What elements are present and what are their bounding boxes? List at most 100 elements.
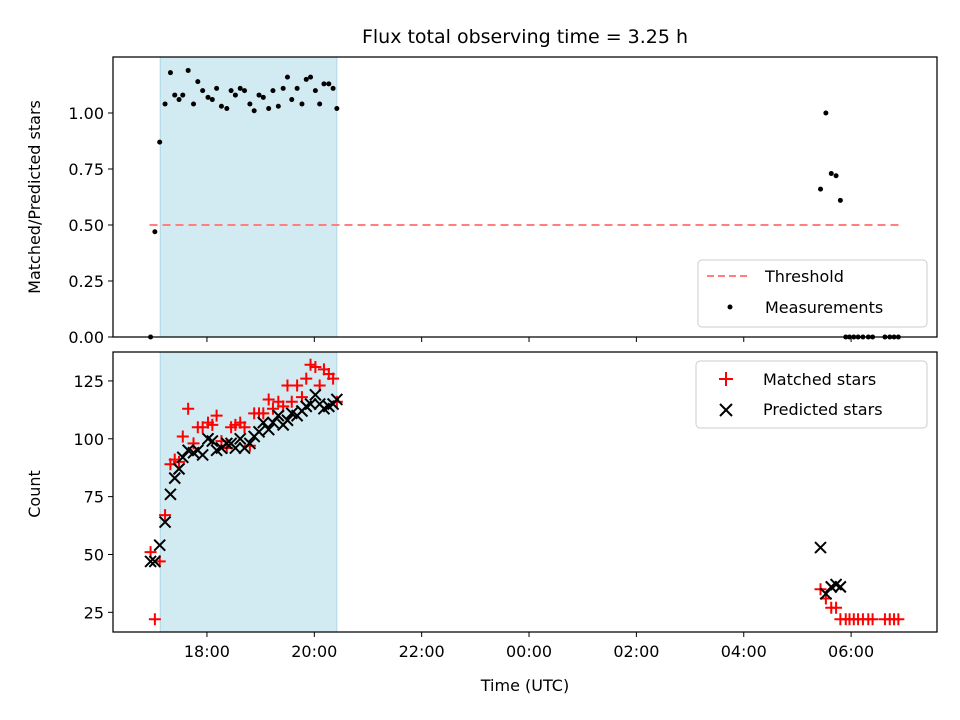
count-legend-box xyxy=(695,360,928,429)
count-y-tick-label: 25 xyxy=(84,603,104,622)
predicted-legend-swatch xyxy=(719,403,733,417)
measurement-point xyxy=(330,85,336,91)
measurement-point xyxy=(176,97,182,103)
x-tick-label: 20:00 xyxy=(291,642,337,661)
matched-star-point xyxy=(892,613,905,626)
predicted-star-point xyxy=(266,416,280,429)
matched-star-point xyxy=(327,372,340,385)
predicted-star-point xyxy=(206,434,219,448)
matched-star-point xyxy=(300,372,313,385)
measurement-point xyxy=(303,76,309,82)
measurements-legend-swatch xyxy=(727,304,733,310)
predicted-star-point xyxy=(819,587,833,601)
ratio-y-tick-label: 0.25 xyxy=(68,272,104,291)
measurement-point xyxy=(299,101,305,107)
measurement-point xyxy=(266,106,272,112)
measurement-point xyxy=(260,94,266,100)
measurement-point xyxy=(167,70,173,76)
predicted-star-point xyxy=(834,580,847,594)
measurements-legend-label: Measurements xyxy=(765,298,883,317)
matched-star-point xyxy=(159,509,172,522)
x-tick-label: 06:00 xyxy=(828,642,874,661)
predicted-star-point xyxy=(168,471,181,485)
measurement-point xyxy=(162,101,168,107)
measurement-point xyxy=(837,197,843,203)
measurement-point xyxy=(284,74,290,80)
x-tick-label: 00:00 xyxy=(506,642,552,661)
measurement-point xyxy=(289,97,295,103)
ratio-panel-frame xyxy=(112,56,938,338)
measurement-point xyxy=(270,88,276,94)
x-tick-label: 18:00 xyxy=(184,642,230,661)
measurement-point xyxy=(823,110,829,116)
measurement-point xyxy=(180,92,186,98)
predicted-star-point xyxy=(220,437,234,450)
predicted-star-point xyxy=(262,423,275,436)
measurement-point xyxy=(224,106,230,112)
matched-star-point xyxy=(238,421,251,434)
measurement-point xyxy=(237,85,243,91)
predicted-star-point xyxy=(252,425,266,439)
ratio-y-tick-label: 0.75 xyxy=(68,160,104,179)
measurement-point xyxy=(280,85,286,91)
matched-star-point xyxy=(866,613,879,626)
measurement-point xyxy=(256,92,262,98)
count-y-tick-label: 100 xyxy=(73,430,104,449)
matched-star-point xyxy=(210,409,223,422)
ratio-y-tick-label: 0.50 xyxy=(68,216,104,235)
measurement-point xyxy=(200,88,206,94)
x-tick-label: 04:00 xyxy=(721,642,767,661)
matched-star-point xyxy=(830,601,843,614)
ratio-observing-window xyxy=(159,56,338,338)
matched-star-point xyxy=(309,361,322,374)
measurement-point xyxy=(152,229,158,235)
predicted-star-point xyxy=(144,555,157,568)
measurement-point xyxy=(191,101,197,107)
measurement-point xyxy=(242,88,248,94)
threshold-legend-label: Threshold xyxy=(764,267,844,286)
measurement-point xyxy=(209,97,215,103)
matched-star-point xyxy=(266,402,279,415)
count-y-tick-label: 50 xyxy=(84,545,104,564)
measurement-point xyxy=(326,81,332,87)
matched-legend-swatch xyxy=(719,372,733,386)
predicted-star-point xyxy=(257,416,270,429)
measurement-point xyxy=(228,88,234,94)
measurement-point xyxy=(294,85,300,91)
matched-star-point xyxy=(206,418,219,431)
predicted-star-point xyxy=(281,414,294,427)
count-y-tick-label: 75 xyxy=(84,488,104,507)
chart-title: Flux total observing time = 3.25 h xyxy=(362,26,688,48)
predicted-star-point xyxy=(309,388,322,402)
measurement-point xyxy=(247,101,253,107)
measurement-point xyxy=(157,139,163,145)
count-y-tick-label: 125 xyxy=(73,372,104,391)
measurement-point xyxy=(185,67,191,73)
measurement-point xyxy=(334,106,340,112)
x-tick-label: 02:00 xyxy=(613,642,659,661)
measurement-point xyxy=(172,92,178,98)
predicted-star-point xyxy=(153,539,166,552)
measurement-point xyxy=(833,173,839,179)
measurement-point xyxy=(828,170,834,176)
measurement-point xyxy=(317,101,323,107)
ratio-panel: 0.00 0.25 0.50 0.75 1.00 Matched/Predicted s… xyxy=(25,56,938,347)
predicted-star-point xyxy=(304,397,317,411)
ratio-legend-box xyxy=(697,259,928,328)
matched-star-point xyxy=(262,393,275,406)
predicted-star-point xyxy=(158,515,172,529)
predicted-star-point xyxy=(196,448,209,462)
ratio-legend: Threshold Measurements xyxy=(697,259,928,328)
predicted-star-point xyxy=(164,488,177,501)
measurement-point xyxy=(818,186,824,192)
predicted-star-point xyxy=(229,441,242,455)
matched-star-point xyxy=(291,379,304,392)
measurement-point xyxy=(308,74,314,80)
count-panel: 25 50 75 100 125 18:00 20:00 22:00 00:00 02:00 04… xyxy=(25,351,938,695)
matched-star-point xyxy=(257,407,270,420)
predicted-legend-label: Predicted stars xyxy=(763,400,883,419)
measurement-point xyxy=(275,103,281,109)
matched-star-point xyxy=(182,402,195,415)
